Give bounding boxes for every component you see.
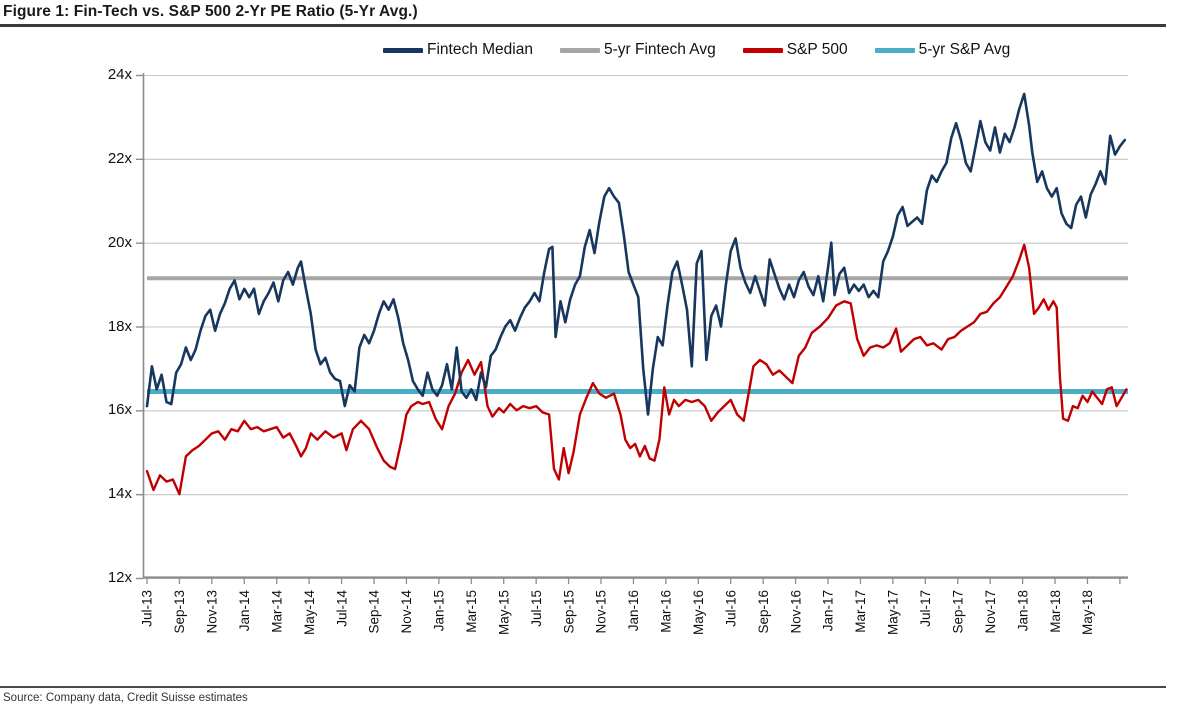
x-tick-label: Mar-15 [464, 590, 479, 633]
legend-item-s-p-500: S&P 500 [742, 41, 848, 59]
chart-legend: Fintech Median 5-yr Fintech Avg S&P 500 5-y… [383, 41, 1010, 59]
x-tick-label: Sep-13 [172, 590, 187, 634]
y-tick-label: 12x [107, 569, 132, 586]
x-tick-label: Nov-13 [205, 590, 220, 634]
x-tick-label: Jul-15 [529, 590, 544, 627]
y-tick-label: 16x [107, 401, 132, 419]
legend-label: 5-yr Fintech Avg [603, 41, 716, 58]
legend-swatch [874, 47, 915, 53]
x-tick-label: Mar-18 [1048, 590, 1063, 633]
x-tick-label: Nov-14 [399, 590, 414, 634]
x-tick-label: Jan-14 [237, 590, 252, 632]
y-tick-label: 18x [107, 317, 132, 335]
source-divider [0, 686, 1166, 688]
x-tick-label: Jan-15 [432, 590, 447, 631]
x-tick-label: Jul-13 [140, 590, 155, 627]
x-tick-label: Mar-17 [853, 590, 868, 633]
x-tick-label: May-15 [496, 590, 511, 635]
x-tick-label: Sep-16 [756, 590, 771, 634]
x-tick-label: Nov-16 [788, 590, 803, 634]
legend-label: S&P 500 [786, 41, 848, 58]
legend-swatch [383, 47, 423, 53]
y-tick-label: 20x [107, 233, 132, 251]
sp500-line [145, 243, 1128, 496]
x-tick-label: Jan-16 [626, 590, 641, 631]
legend-swatch [559, 47, 600, 53]
x-tick-label: Sep-15 [561, 590, 576, 634]
legend-label: Fintech Median [427, 41, 533, 58]
x-tick-label: Mar-14 [269, 590, 284, 633]
x-tick-label: Nov-15 [594, 590, 609, 634]
x-tick-label: Mar-16 [659, 590, 674, 633]
legend-item-5-yr-s-p-avg: 5-yr S&P Avg [874, 41, 1011, 59]
x-tick-label: May-18 [1080, 590, 1095, 635]
x-tick-label: Jan-18 [1015, 590, 1030, 631]
x-tick-label: May-16 [691, 590, 706, 635]
x-tick-label: May-14 [302, 590, 317, 636]
x-tick-label: Sep-17 [950, 590, 965, 634]
x-tick-label: Sep-14 [367, 590, 382, 634]
x-tick-label: May-17 [886, 590, 901, 635]
x-tick-label: Jul-17 [918, 590, 933, 627]
fintech-median-line [145, 92, 1127, 416]
legend-item-fintech-median: Fintech Median [383, 41, 533, 59]
x-tick-label: Jul-16 [723, 590, 738, 627]
x-tick-label: Nov-17 [983, 590, 998, 634]
legend-item-5-yr-fintech-avg: 5-yr Fintech Avg [559, 41, 716, 59]
y-tick-label: 24x [107, 66, 132, 83]
title-underline [0, 24, 1166, 27]
y-tick-label: 14x [107, 485, 132, 503]
figure-title: Figure 1: Fin-Tech vs. S&P 500 2-Yr PE R… [3, 3, 418, 20]
x-tick-label: Jul-14 [334, 590, 349, 627]
legend-label: 5-yr S&P Avg [918, 41, 1011, 58]
figure-source: Source: Company data, Credit Suisse esti… [3, 692, 248, 704]
x-tick-label: Jan-17 [821, 590, 836, 631]
y-tick-label: 22x [107, 149, 132, 167]
legend-swatch [742, 47, 783, 53]
